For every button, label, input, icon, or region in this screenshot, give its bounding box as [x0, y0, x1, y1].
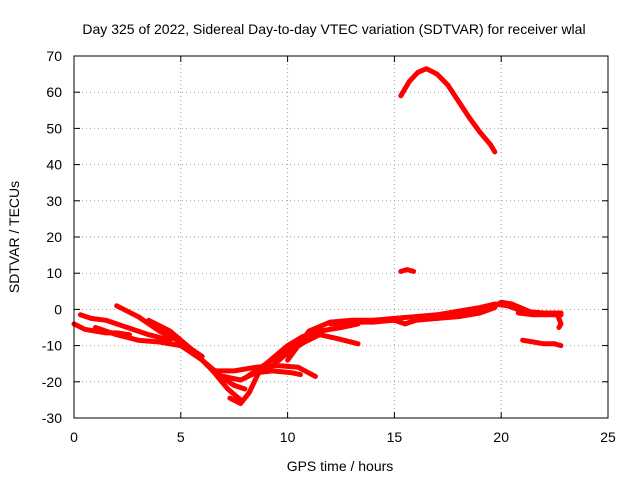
y-tick-label: -30	[42, 410, 62, 426]
x-tick-label: 5	[177, 429, 185, 445]
y-axis-label: SDTVAR / TECUs	[6, 181, 22, 293]
x-tick-label: 10	[280, 429, 296, 445]
y-tick-label: 10	[46, 265, 62, 281]
y-tick-label: 70	[46, 48, 62, 64]
grid	[74, 56, 608, 418]
y-tick-label: 30	[46, 193, 62, 209]
series-arc-17	[398, 267, 417, 274]
y-tick-label: 20	[46, 229, 62, 245]
series-arc-13	[413, 305, 498, 321]
x-tick-label: 25	[600, 429, 616, 445]
series-arc-3	[92, 325, 248, 392]
series-arc-14	[515, 310, 564, 318]
y-tick-label: 0	[54, 301, 62, 317]
ticks: 0 5 10 15 20 25 -30 -20 -10 0 10 20 30 40 50 60 70	[42, 48, 616, 445]
y-tick-label: 60	[46, 84, 62, 100]
series-arc-2	[77, 312, 173, 343]
series-group	[71, 66, 564, 406]
series-arc-15	[554, 310, 564, 330]
series-arc-18	[398, 66, 498, 155]
series-arc-10	[263, 332, 361, 374]
x-axis-label: GPS time / hours	[287, 458, 394, 474]
y-tick-label: 50	[46, 120, 62, 136]
series-arc-5	[146, 317, 244, 403]
x-tick-label: 0	[70, 429, 78, 445]
chart-title: Day 325 of 2022, Sidereal Day-to-day VTE…	[82, 21, 585, 37]
y-tick-label: -20	[42, 374, 62, 390]
x-tick-label: 20	[493, 429, 509, 445]
series-arc-16	[520, 337, 564, 349]
x-tick-label: 15	[387, 429, 403, 445]
y-tick-label: 40	[46, 157, 62, 173]
y-tick-label: -10	[42, 338, 62, 354]
